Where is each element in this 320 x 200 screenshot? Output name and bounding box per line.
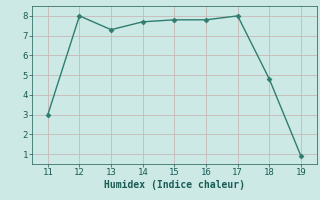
X-axis label: Humidex (Indice chaleur): Humidex (Indice chaleur) <box>104 180 245 190</box>
